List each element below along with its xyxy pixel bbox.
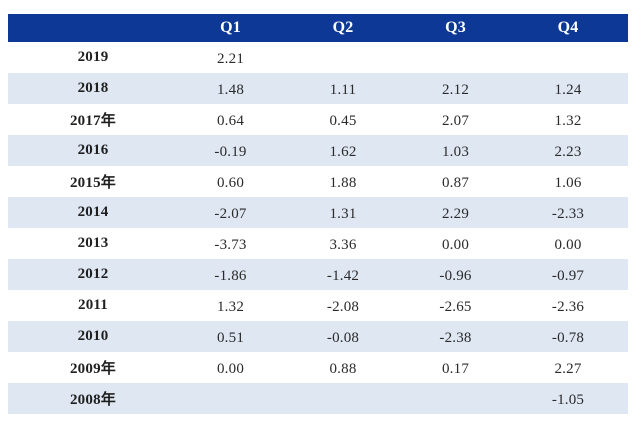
cell-q4: -2.36 bbox=[551, 299, 585, 315]
table-body: 2019 2.21 2018 1.48 1.11 2.12 1.24 2017年 0.64 0.4… bbox=[8, 42, 628, 414]
row-year-label: 2014 bbox=[77, 204, 109, 220]
table-row: 2015年 0.60 1.88 0.87 1.06 bbox=[8, 166, 628, 197]
cell-q3: -0.96 bbox=[439, 268, 472, 284]
cell-q3 bbox=[403, 56, 508, 60]
table-header-row: Q1 Q2 Q3 Q4 bbox=[8, 14, 628, 42]
cell-q2: 1.11 bbox=[329, 82, 357, 98]
row-year-label: 2008年 bbox=[69, 392, 116, 408]
cell-q4 bbox=[508, 56, 628, 60]
row-year-label: 2011 bbox=[78, 297, 108, 313]
cell-q4: 1.32 bbox=[554, 113, 582, 129]
cell-q4: 0.00 bbox=[554, 237, 582, 253]
cell-q2: 0.88 bbox=[329, 361, 357, 377]
column-header-q1: Q1 bbox=[220, 19, 241, 36]
cell-q1: 0.60 bbox=[216, 175, 245, 191]
cell-q3: 0.17 bbox=[441, 361, 470, 377]
cell-q1: -0.19 bbox=[214, 144, 247, 160]
table-row: 2008年 -1.05 bbox=[8, 383, 628, 414]
cell-q2: -0.08 bbox=[326, 330, 360, 346]
table-row: 2016 -0.19 1.62 1.03 2.23 bbox=[8, 135, 628, 166]
table-row: 2009年 0.00 0.88 0.17 2.27 bbox=[8, 352, 628, 383]
cell-q3 bbox=[403, 397, 508, 401]
table-row: 2017年 0.64 0.45 2.07 1.32 bbox=[8, 104, 628, 135]
cell-q4: -2.33 bbox=[551, 206, 585, 222]
table-row: 2019 2.21 bbox=[8, 42, 628, 73]
cell-q3: 0.00 bbox=[441, 237, 470, 253]
cell-q3: -2.38 bbox=[439, 330, 472, 346]
column-header-q4: Q4 bbox=[557, 19, 579, 36]
row-year-label: 2015年 bbox=[69, 175, 116, 191]
cell-q4: -0.97 bbox=[551, 268, 585, 284]
table-row: 2018 1.48 1.11 2.12 1.24 bbox=[8, 73, 628, 104]
row-year-label: 2013 bbox=[77, 235, 109, 251]
column-header-q3: Q3 bbox=[445, 19, 466, 36]
cell-q3: 2.12 bbox=[441, 82, 470, 98]
cell-q2 bbox=[283, 397, 403, 401]
cell-q1 bbox=[178, 397, 283, 401]
cell-q4: 2.23 bbox=[554, 144, 582, 160]
table-row: 2012 -1.86 -1.42 -0.96 -0.97 bbox=[8, 259, 628, 290]
cell-q1: 0.00 bbox=[216, 361, 245, 377]
row-year-label: 2017年 bbox=[69, 113, 116, 129]
cell-q2: 1.62 bbox=[329, 144, 357, 160]
cell-q1: 1.48 bbox=[216, 82, 245, 98]
row-year-label: 2019 bbox=[77, 49, 109, 65]
cell-q1: -3.73 bbox=[214, 237, 247, 253]
cell-q2 bbox=[283, 56, 403, 60]
cell-q4: 1.06 bbox=[554, 175, 582, 191]
table-row: 2014 -2.07 1.31 2.29 -2.33 bbox=[8, 197, 628, 228]
row-year-label: 2018 bbox=[77, 80, 109, 96]
row-year-label: 2016 bbox=[77, 142, 109, 158]
cell-q1: 0.51 bbox=[216, 330, 245, 346]
cell-q2: 0.45 bbox=[329, 113, 357, 129]
cell-q2: 1.31 bbox=[329, 206, 357, 222]
cell-q3: 2.29 bbox=[441, 206, 470, 222]
cell-q3: 1.03 bbox=[441, 144, 470, 160]
cell-q4: -0.78 bbox=[551, 330, 585, 346]
cell-q2: 3.36 bbox=[329, 237, 357, 253]
cell-q4: -1.05 bbox=[551, 392, 585, 408]
cell-q1: 1.32 bbox=[216, 299, 245, 315]
table-row: 2010 0.51 -0.08 -2.38 -0.78 bbox=[8, 321, 628, 352]
cell-q4: 2.27 bbox=[554, 361, 582, 377]
row-year-label: 2012 bbox=[77, 266, 109, 282]
cell-q1: 0.64 bbox=[216, 113, 245, 129]
cell-q2: -1.42 bbox=[326, 268, 360, 284]
cell-q4: 1.24 bbox=[554, 82, 582, 98]
column-header-q2: Q2 bbox=[332, 19, 354, 36]
table-row: 2013 -3.73 3.36 0.00 0.00 bbox=[8, 228, 628, 259]
cell-q2: 1.88 bbox=[329, 175, 357, 191]
quarterly-data-table: Q1 Q2 Q3 Q4 2019 2.21 2018 1.48 1.11 2.12 1.24… bbox=[8, 14, 628, 414]
cell-q2: -2.08 bbox=[326, 299, 360, 315]
row-year-label: 2010 bbox=[77, 328, 109, 344]
cell-q1: -2.07 bbox=[214, 206, 247, 222]
cell-q1: -1.86 bbox=[214, 268, 247, 284]
table-row: 2011 1.32 -2.08 -2.65 -2.36 bbox=[8, 290, 628, 321]
cell-q3: 2.07 bbox=[441, 113, 470, 129]
cell-q3: 0.87 bbox=[441, 175, 470, 191]
cell-q3: -2.65 bbox=[439, 299, 472, 315]
row-year-label: 2009年 bbox=[69, 361, 116, 377]
cell-q1: 2.21 bbox=[216, 51, 245, 67]
